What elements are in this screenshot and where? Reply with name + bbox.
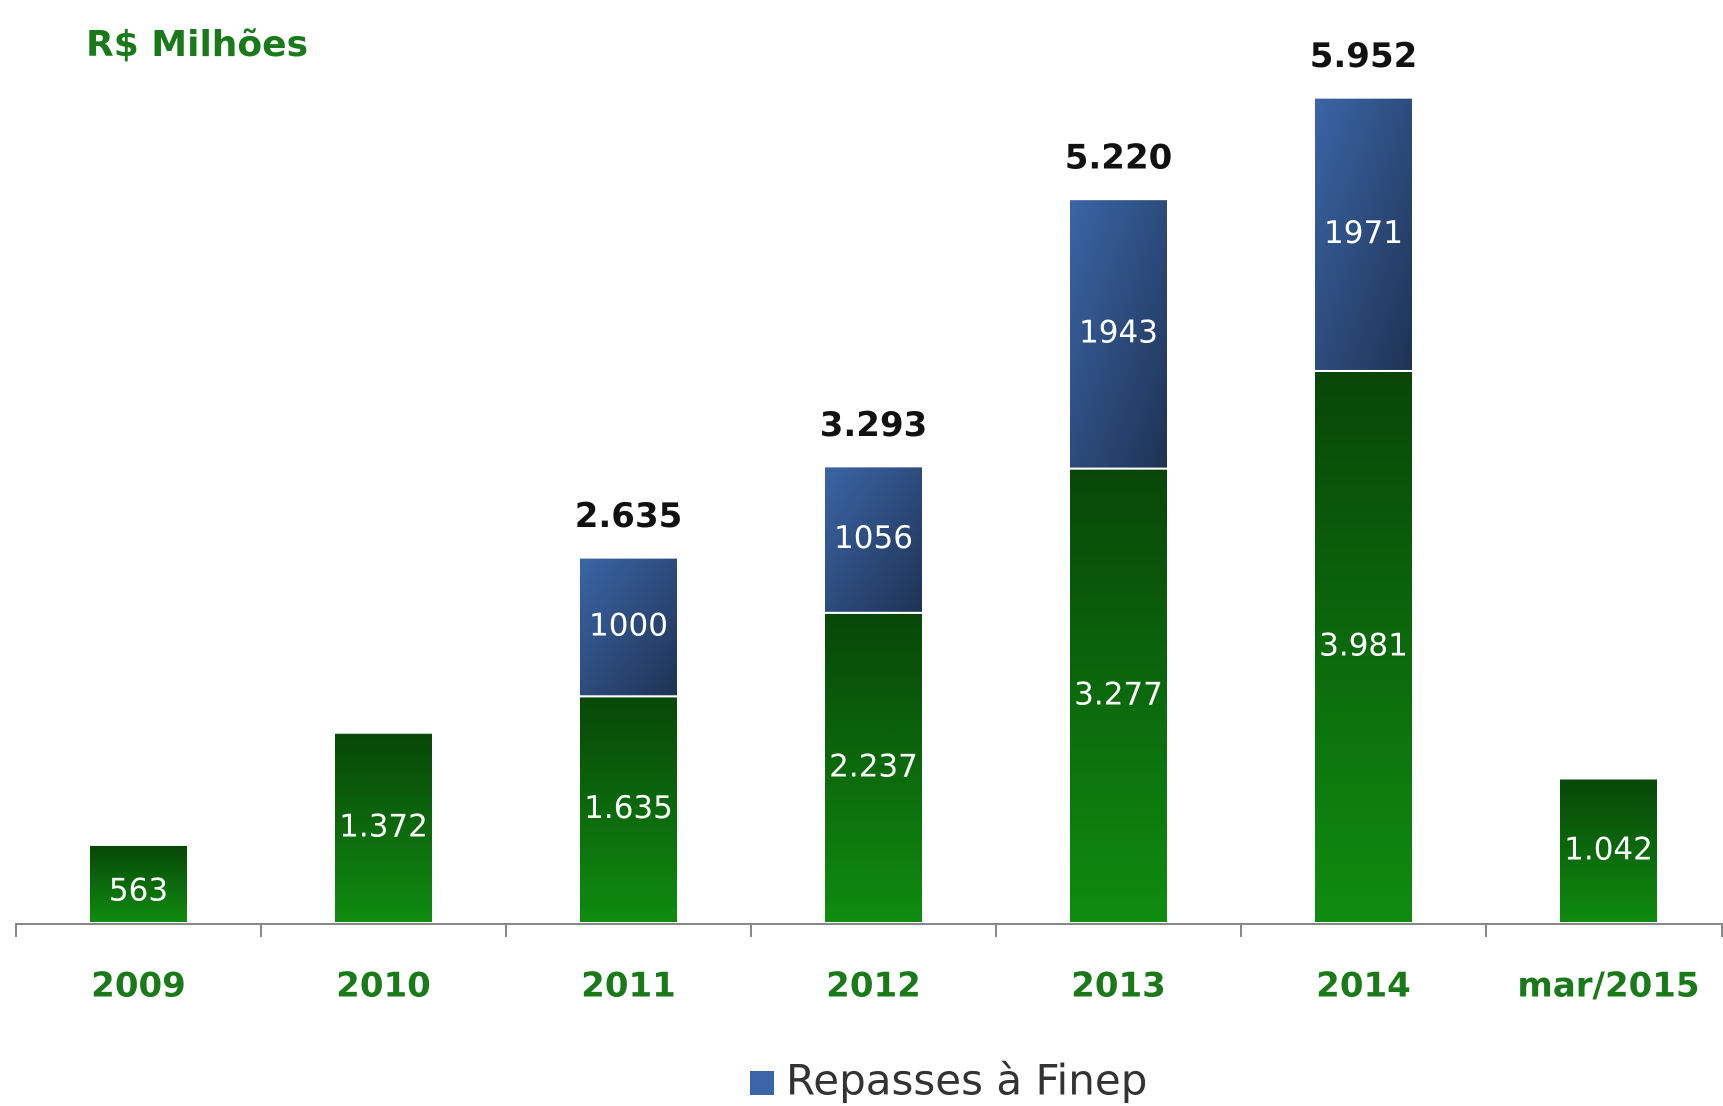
legend-swatch [750, 1071, 774, 1095]
x-tick-label: 2009 [91, 966, 186, 1006]
bar-shade [823, 465, 924, 614]
value-label: 2.237 [829, 748, 918, 784]
bar-shade [1068, 198, 1169, 470]
x-tick-label: 2013 [1071, 966, 1166, 1006]
value-label: 1.372 [339, 808, 428, 844]
value-label: 1943 [1079, 314, 1158, 350]
bar-shade [1558, 777, 1659, 924]
value-label: 1.635 [584, 790, 673, 826]
value-label: 1000 [589, 607, 668, 643]
bar-shade [88, 843, 189, 924]
value-label: 3.981 [1319, 627, 1408, 663]
total-label: 5.952 [1310, 36, 1418, 76]
total-label: 2.635 [575, 496, 683, 536]
legend-label: Repasses à Finep [786, 1056, 1147, 1105]
bar-shade [333, 731, 434, 924]
value-label: 1.042 [1564, 831, 1653, 867]
total-label: 5.220 [1065, 138, 1173, 178]
value-label: 1056 [834, 520, 913, 556]
value-label: 563 [109, 872, 168, 908]
bar-shade [1068, 467, 1169, 924]
bar-shade [1313, 369, 1414, 924]
chart-title: R$ Milhões [86, 24, 308, 65]
total-label: 3.293 [820, 405, 928, 445]
x-tick-label: 2010 [336, 966, 431, 1006]
x-tick-label: 2014 [1316, 966, 1411, 1006]
x-tick-label: 2011 [581, 966, 676, 1006]
x-tick-label: 2012 [826, 966, 921, 1006]
bar-shade [1313, 96, 1414, 372]
x-tick-label: mar/2015 [1517, 966, 1699, 1006]
bar-shade [578, 556, 679, 698]
value-label: 3.277 [1074, 676, 1163, 712]
value-label: 1971 [1324, 215, 1403, 251]
